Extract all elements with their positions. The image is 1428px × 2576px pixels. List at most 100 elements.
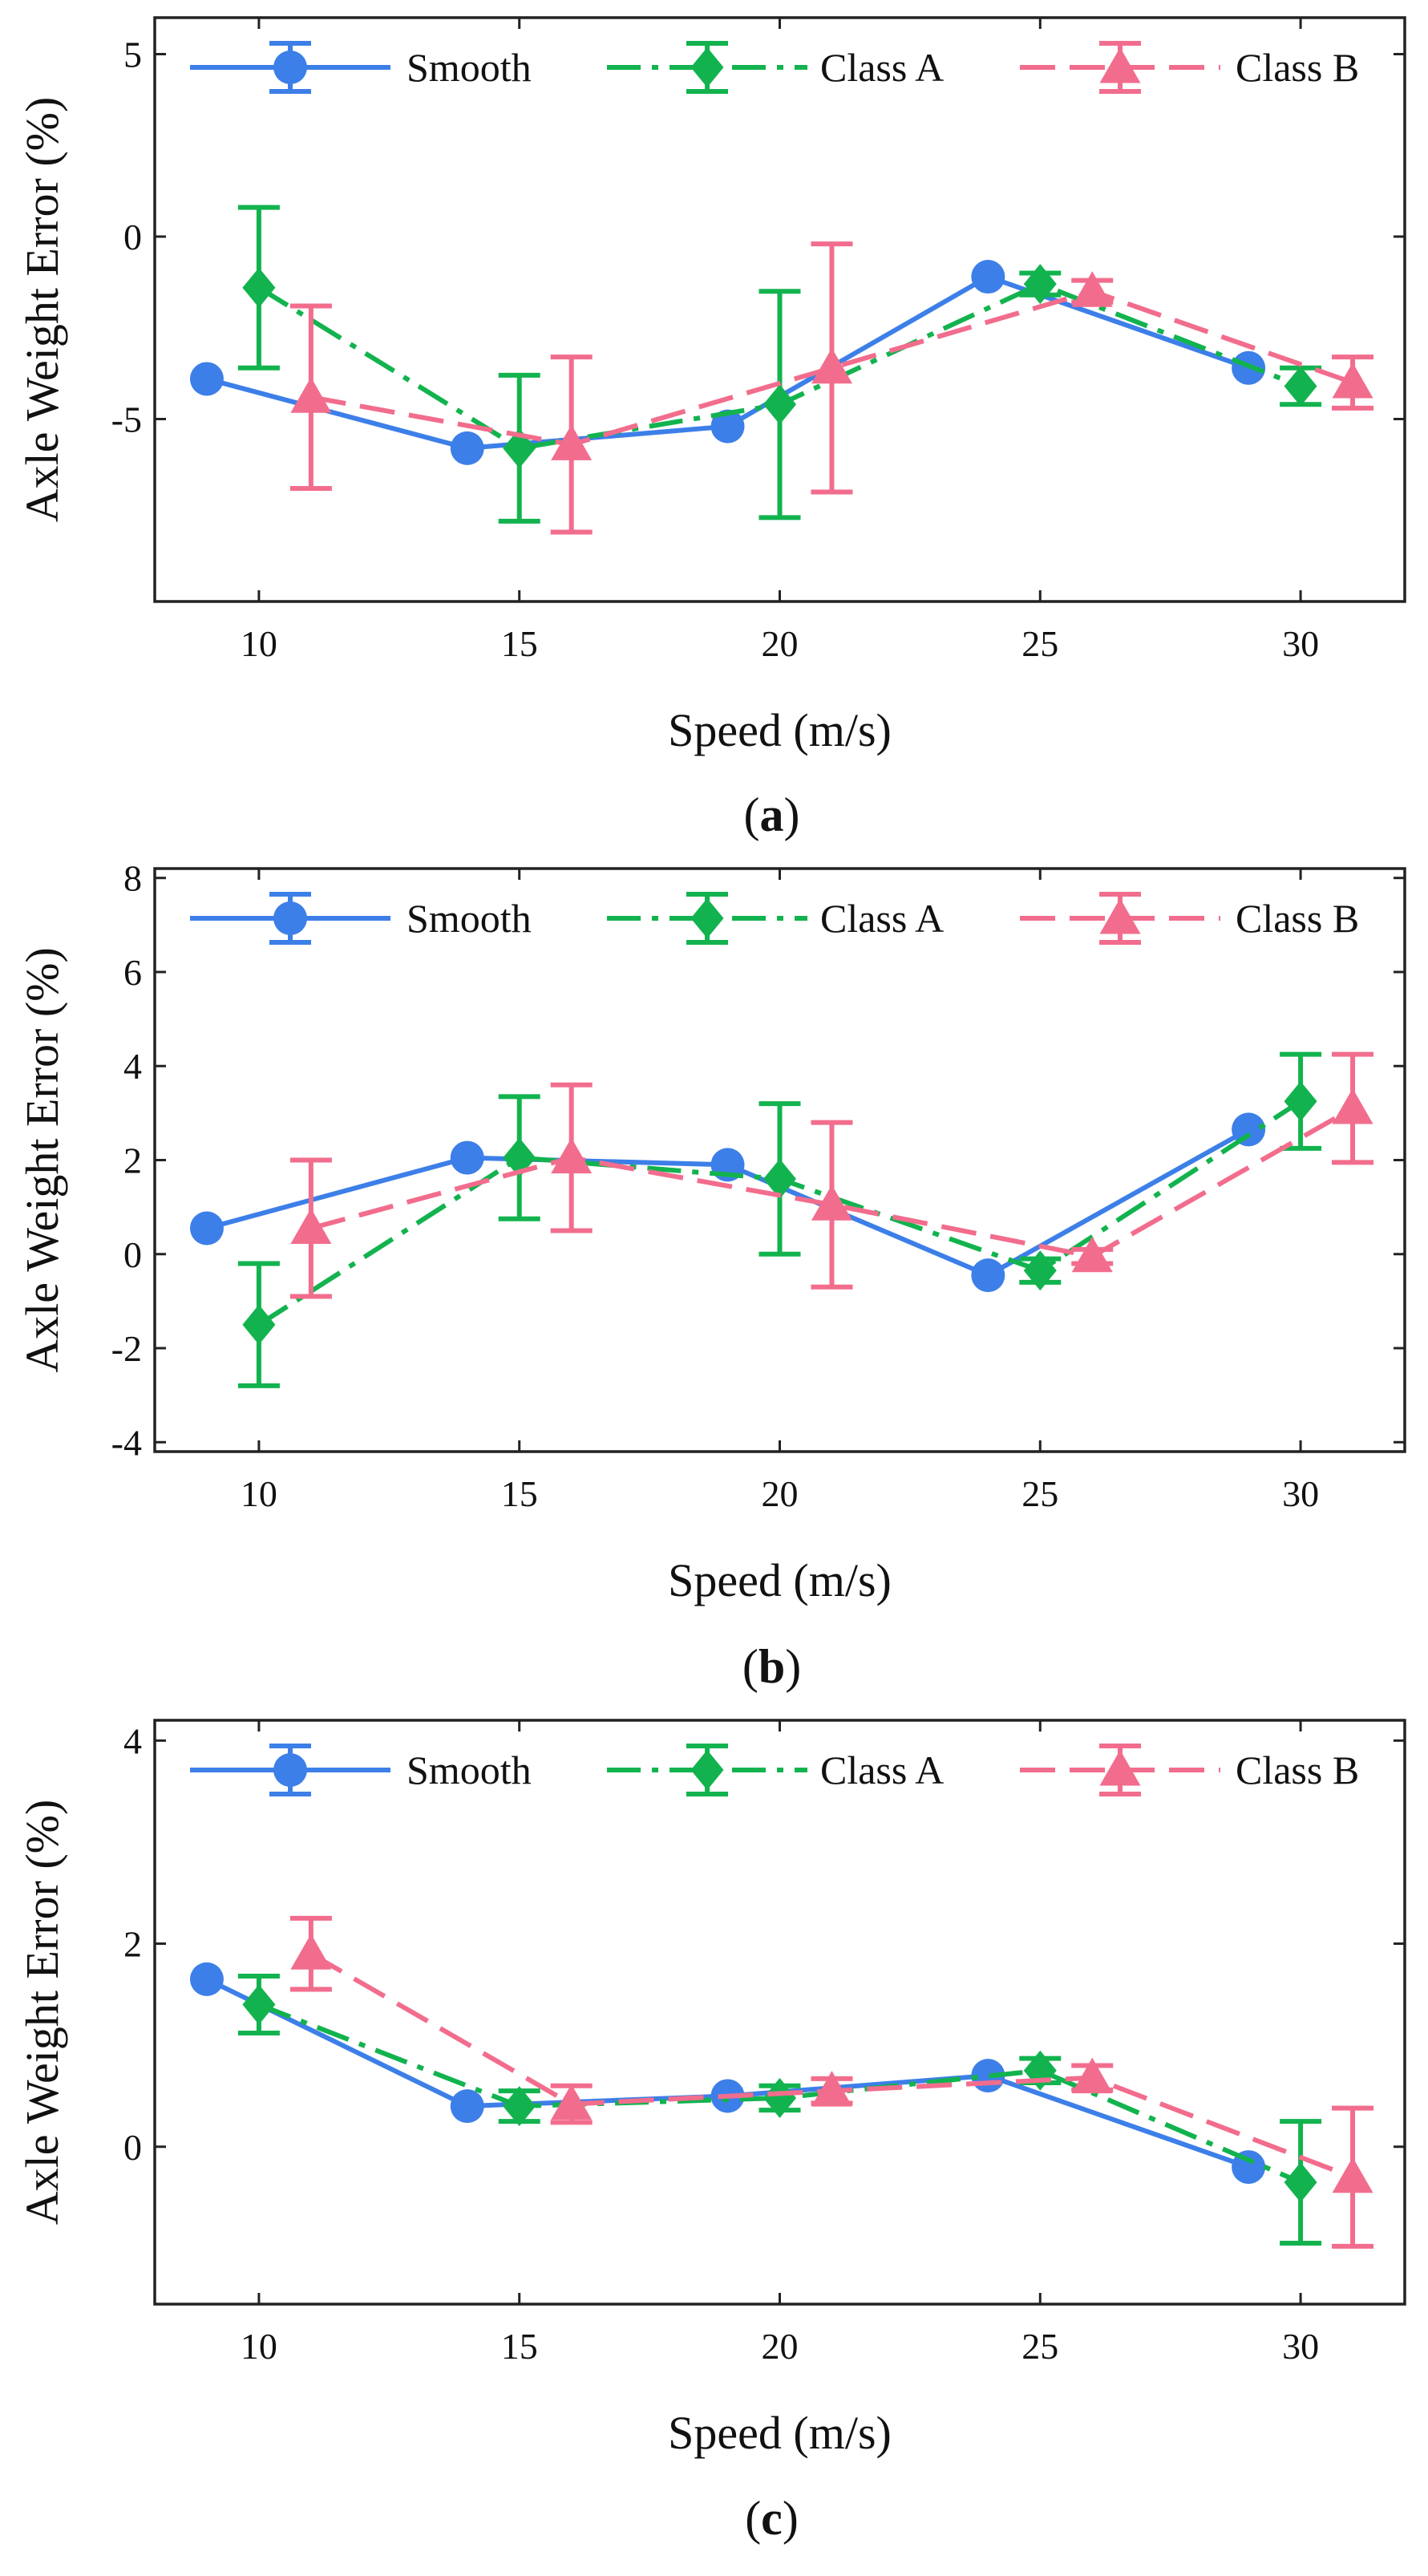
- y-axis-label: Axle Weight Error (%): [16, 97, 68, 523]
- series-smooth: [189, 260, 1266, 465]
- legend-marker: [690, 47, 724, 87]
- series-class-a: [237, 1051, 1322, 1388]
- series-class-b: [289, 1915, 1374, 2249]
- legend: Smooth Class A Class B: [190, 41, 1359, 94]
- legend-marker: [690, 1750, 724, 1790]
- legend: Smooth Class A Class B: [190, 892, 1359, 945]
- data-point: [290, 1208, 332, 1245]
- panel-caption: (b): [742, 1640, 801, 1693]
- legend-marker: [1099, 1750, 1141, 1786]
- y-tick-label: 2: [123, 1140, 142, 1181]
- data-point: [763, 1158, 796, 1199]
- y-tick-label: 0: [123, 2127, 142, 2168]
- data-point: [450, 1140, 484, 1175]
- data-point: [551, 1137, 593, 1174]
- caption-open: (: [742, 1640, 758, 1693]
- legend-item: Class A: [607, 41, 944, 94]
- y-axis-label: Axle Weight Error (%): [16, 947, 68, 1373]
- data-point: [189, 1211, 224, 1245]
- legend-item: Class B: [1020, 892, 1359, 945]
- legend-item: Smooth: [190, 892, 532, 945]
- y-tick-label: 4: [123, 1720, 142, 1761]
- legend-label: Class A: [820, 896, 944, 941]
- x-axis-label: Speed (m/s): [668, 704, 892, 756]
- data-point: [290, 377, 332, 413]
- data-point: [290, 1934, 332, 1970]
- data-point: [811, 347, 852, 384]
- legend-label: Class A: [820, 1748, 944, 1792]
- legend-item: Class B: [1020, 1744, 1359, 1796]
- data-point: [763, 384, 796, 425]
- panel-b: 10 15 20 25 30 -4 -2 0 2 4 6 8 Speed (m/s) Axle Weigh…: [16, 858, 1406, 1693]
- data-point: [1071, 271, 1113, 307]
- x-tick-label: 15: [501, 623, 538, 664]
- data-point: [1332, 1088, 1373, 1124]
- data-point: [1284, 2162, 1317, 2203]
- data-point: [971, 1258, 1005, 1293]
- x-tick-label: 30: [1282, 623, 1319, 664]
- legend-label: Smooth: [407, 45, 532, 90]
- series-class-a: [237, 1974, 1322, 2246]
- data-point: [1023, 264, 1057, 305]
- data-point: [551, 424, 593, 460]
- panel-a: 10 15 20 25 30 -5 0 5 Speed (m/s) Axle Weight Err…: [16, 16, 1406, 841]
- y-tick-label: 4: [123, 1046, 142, 1087]
- caption-letter: c: [761, 2492, 783, 2545]
- y-tick-label: -2: [111, 1328, 142, 1369]
- data-point: [242, 1304, 276, 1345]
- data-point: [503, 2086, 536, 2127]
- y-tick-label: 2: [123, 1924, 142, 1965]
- x-tick-label: 10: [241, 623, 277, 664]
- y-tick-label: -4: [111, 1422, 142, 1463]
- data-point: [551, 2084, 593, 2120]
- legend-marker: [273, 901, 307, 935]
- caption-letter: a: [760, 788, 784, 841]
- caption-letter: b: [758, 1640, 785, 1693]
- data-point: [971, 260, 1005, 294]
- legend-label: Smooth: [407, 1748, 532, 1792]
- legend-marker: [273, 51, 307, 84]
- caption-close: ): [783, 2492, 799, 2545]
- data-point: [1284, 1081, 1317, 1122]
- series-line: [310, 1106, 1354, 1259]
- y-tick-label: 8: [123, 858, 142, 899]
- legend-marker: [1099, 898, 1141, 934]
- legend-item: Smooth: [190, 41, 532, 94]
- plot-frame: [153, 1719, 1406, 2306]
- x-axis-label: Speed (m/s): [668, 1554, 892, 1606]
- data-point: [811, 1185, 852, 1221]
- data-point: [450, 431, 484, 465]
- data-point: [450, 2089, 484, 2124]
- legend-label: Class A: [820, 45, 944, 90]
- y-tick-label: -5: [111, 399, 142, 440]
- legend-marker: [690, 898, 724, 938]
- data-point: [710, 409, 745, 444]
- x-tick-label: 20: [762, 623, 799, 664]
- legend-label: Class B: [1236, 896, 1359, 941]
- series-line: [310, 289, 1354, 448]
- legend-marker: [273, 1753, 307, 1787]
- series-class-b: [289, 241, 1374, 535]
- x-tick-label: 15: [501, 1473, 538, 1514]
- series-smooth: [189, 1112, 1266, 1293]
- data-point: [1284, 366, 1317, 407]
- data-point: [189, 362, 224, 396]
- x-tick-label: 25: [1021, 1473, 1058, 1514]
- data-point: [1071, 2057, 1113, 2094]
- x-tick-label: 15: [501, 2326, 538, 2367]
- x-axis-label: Speed (m/s): [668, 2407, 892, 2459]
- caption-close: ): [785, 1640, 801, 1693]
- x-tick-label: 10: [241, 2326, 277, 2367]
- y-tick-label: 0: [123, 217, 142, 257]
- legend-label: Class B: [1236, 1748, 1359, 1792]
- x-tick-label: 30: [1282, 2326, 1319, 2367]
- series-line: [257, 2002, 1302, 2185]
- legend-item: Smooth: [190, 1744, 532, 1796]
- data-point: [242, 1984, 276, 2025]
- x-tick-label: 25: [1021, 623, 1058, 664]
- legend: Smooth Class A Class B: [190, 1744, 1359, 1796]
- legend-label: Smooth: [407, 896, 532, 941]
- data-point: [1332, 2157, 1373, 2193]
- x-tick-label: 20: [762, 1473, 799, 1514]
